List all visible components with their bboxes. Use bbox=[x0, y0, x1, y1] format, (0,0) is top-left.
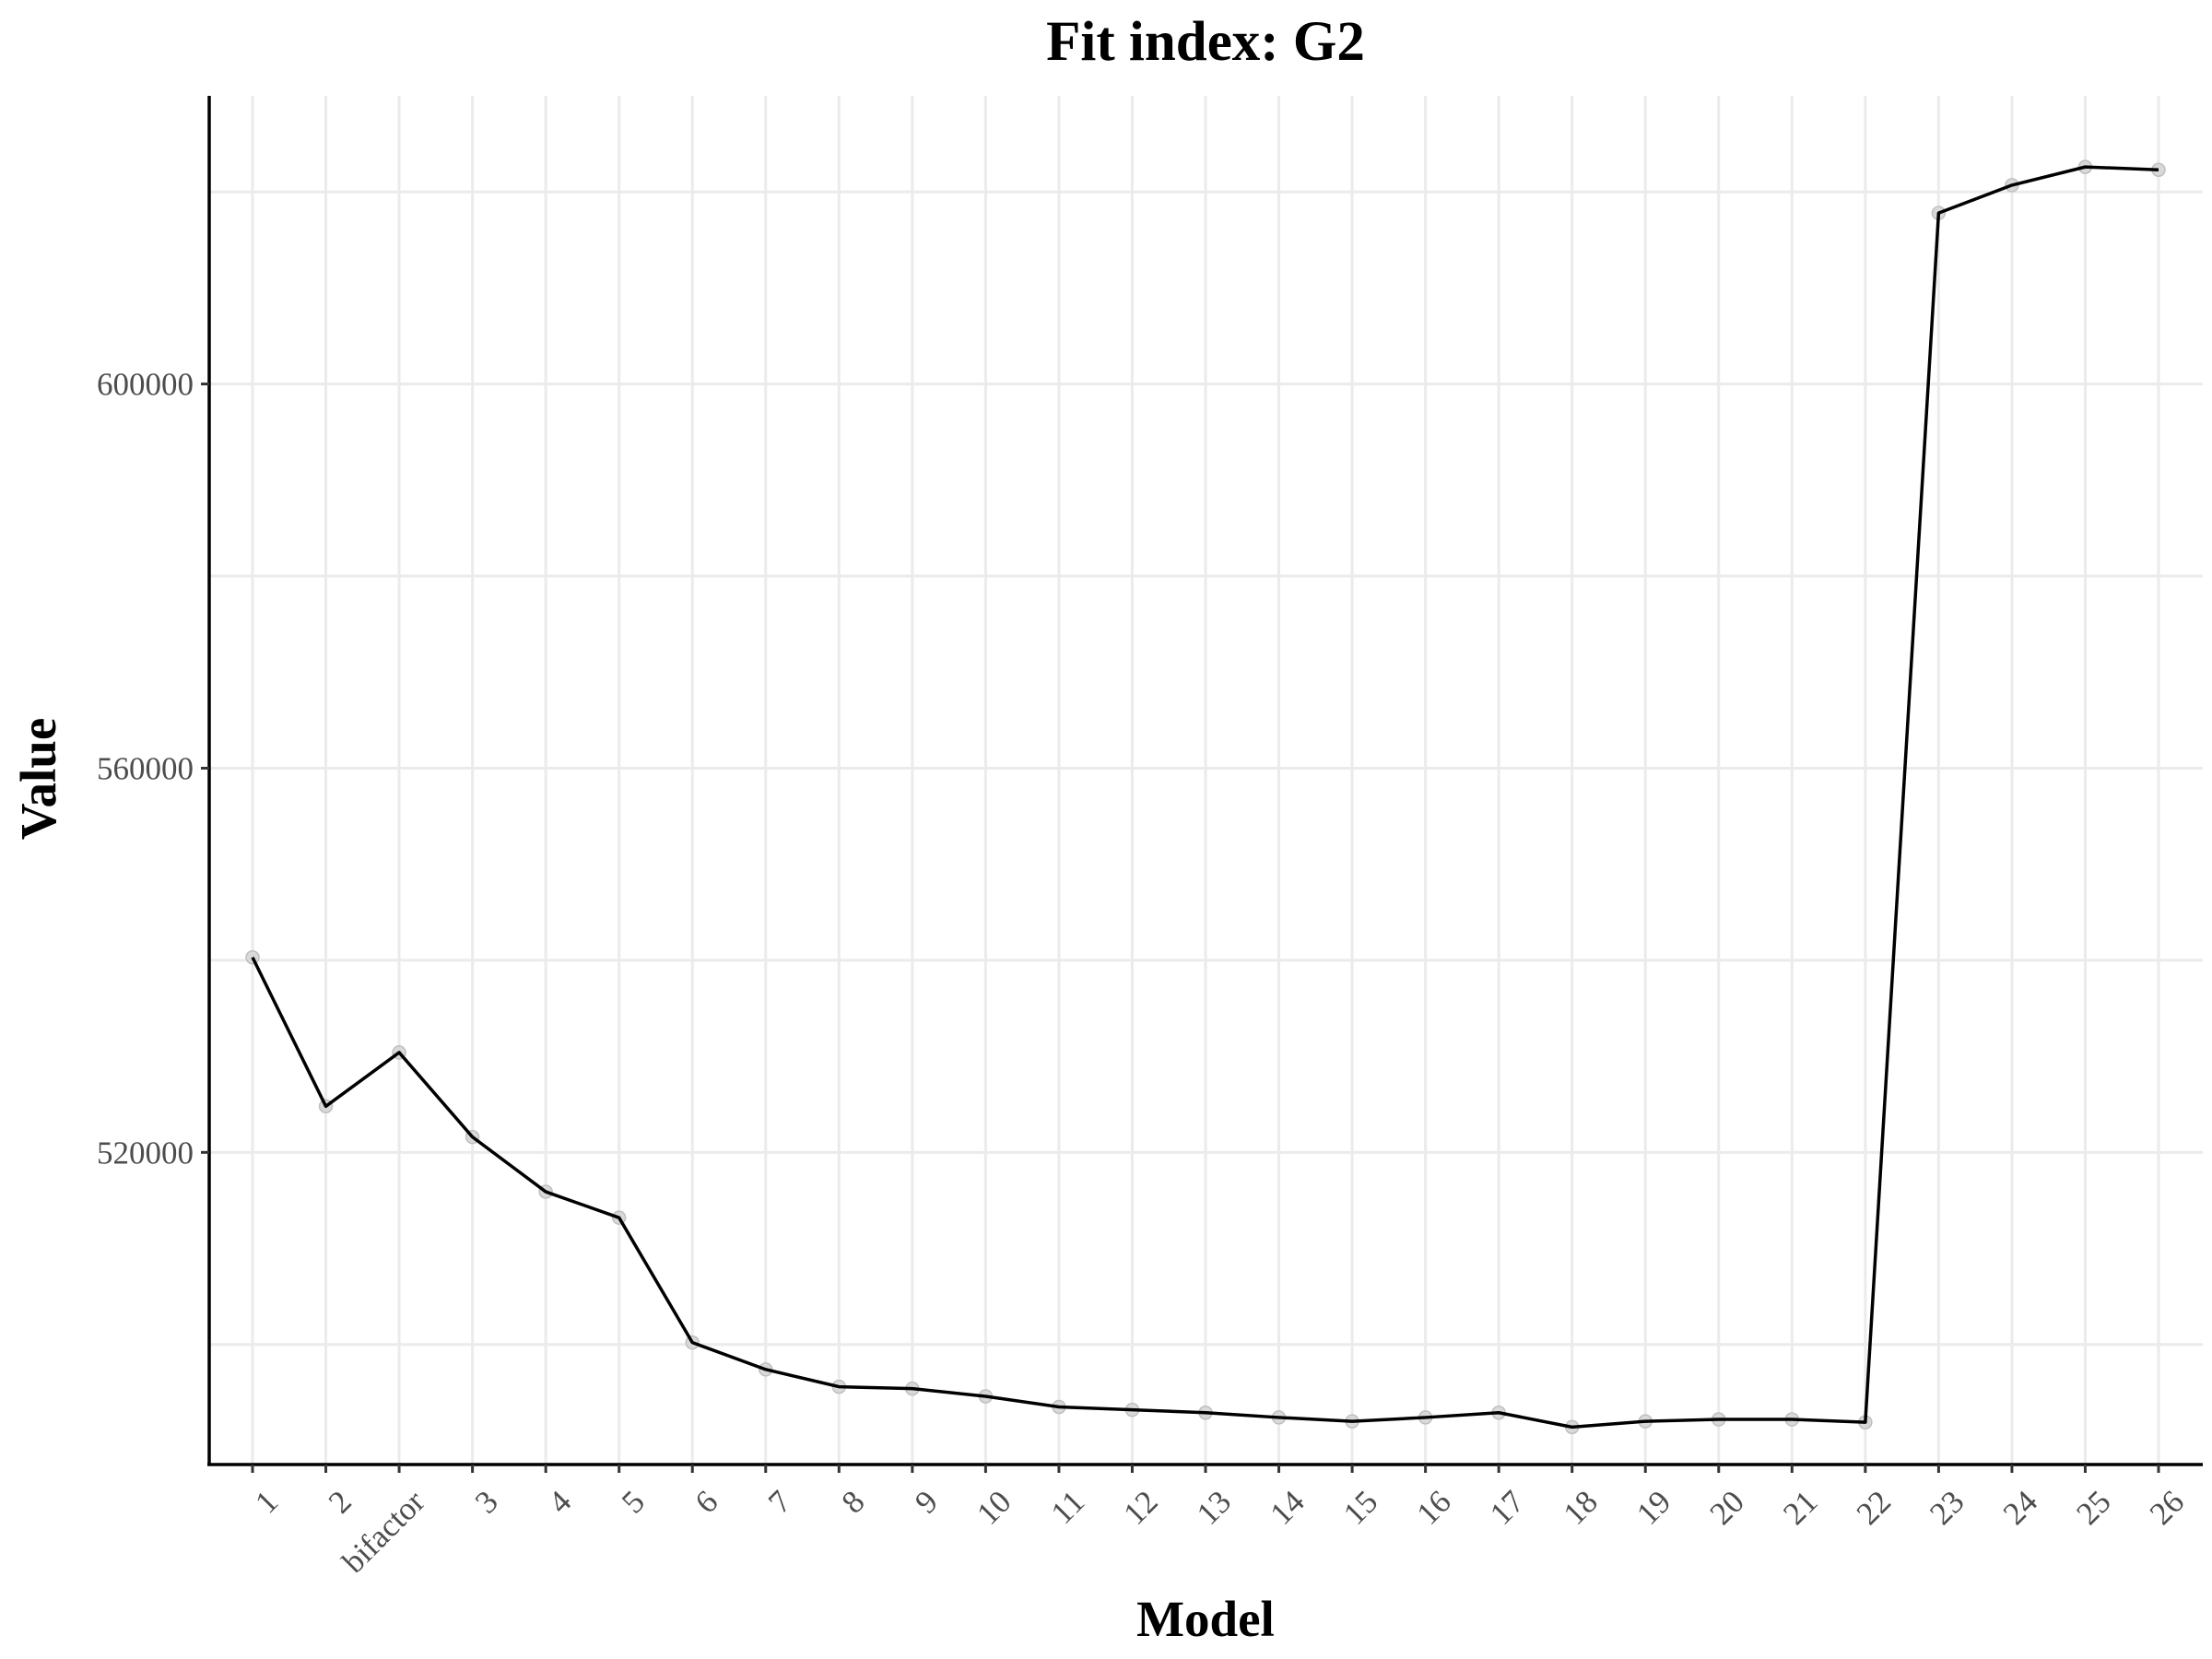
chart-title: Fit index: G2 bbox=[1046, 11, 1365, 73]
x-tick-label: 7 bbox=[761, 1484, 798, 1521]
x-tick-label: 19 bbox=[1630, 1484, 1677, 1532]
x-tick-label: 11 bbox=[1044, 1484, 1091, 1531]
x-tick-label: 20 bbox=[1703, 1484, 1751, 1532]
y-tick-label: 560000 bbox=[97, 750, 194, 786]
y-tick-label: 520000 bbox=[97, 1135, 194, 1171]
x-tick-label: 14 bbox=[1263, 1484, 1311, 1532]
x-tick-label: bifactor bbox=[335, 1483, 432, 1580]
x-tick-label: 22 bbox=[1850, 1484, 1898, 1532]
grid bbox=[209, 96, 2203, 1465]
x-tick-label: 17 bbox=[1483, 1484, 1531, 1532]
x-tick-label: 5 bbox=[615, 1484, 652, 1521]
x-tick-label: 18 bbox=[1557, 1484, 1605, 1532]
x-tick-label: 13 bbox=[1190, 1484, 1238, 1532]
x-tick-label: 10 bbox=[970, 1484, 1018, 1532]
x-tick-label: 26 bbox=[2143, 1484, 2191, 1532]
x-tick-label: 8 bbox=[835, 1484, 872, 1521]
y-ticks: 520000 560000 600000 bbox=[97, 367, 209, 1171]
x-tick-label: 3 bbox=[468, 1484, 505, 1521]
x-tick-label: 15 bbox=[1336, 1484, 1384, 1532]
x-tick-label: 2 bbox=[322, 1484, 359, 1521]
series-line bbox=[251, 165, 2159, 1430]
x-axis-title: Model bbox=[1136, 1591, 1275, 1647]
x-tick-label: 21 bbox=[1776, 1484, 1824, 1532]
x-tick-label: 23 bbox=[1923, 1484, 1971, 1532]
x-tick-label: 1 bbox=[248, 1484, 285, 1521]
series bbox=[245, 159, 2166, 1435]
x-tick-label: 6 bbox=[688, 1484, 724, 1521]
y-tick-label: 600000 bbox=[97, 367, 194, 403]
x-tick-label: 12 bbox=[1116, 1484, 1164, 1532]
x-tick-label: 9 bbox=[908, 1484, 945, 1521]
x-tick-label: 4 bbox=[541, 1484, 578, 1521]
y-axis-title: Value bbox=[10, 718, 66, 840]
x-tick-label: 25 bbox=[2069, 1484, 2117, 1532]
x-tick-label: 24 bbox=[1996, 1484, 2044, 1532]
x-tick-label: 16 bbox=[1409, 1484, 1457, 1532]
